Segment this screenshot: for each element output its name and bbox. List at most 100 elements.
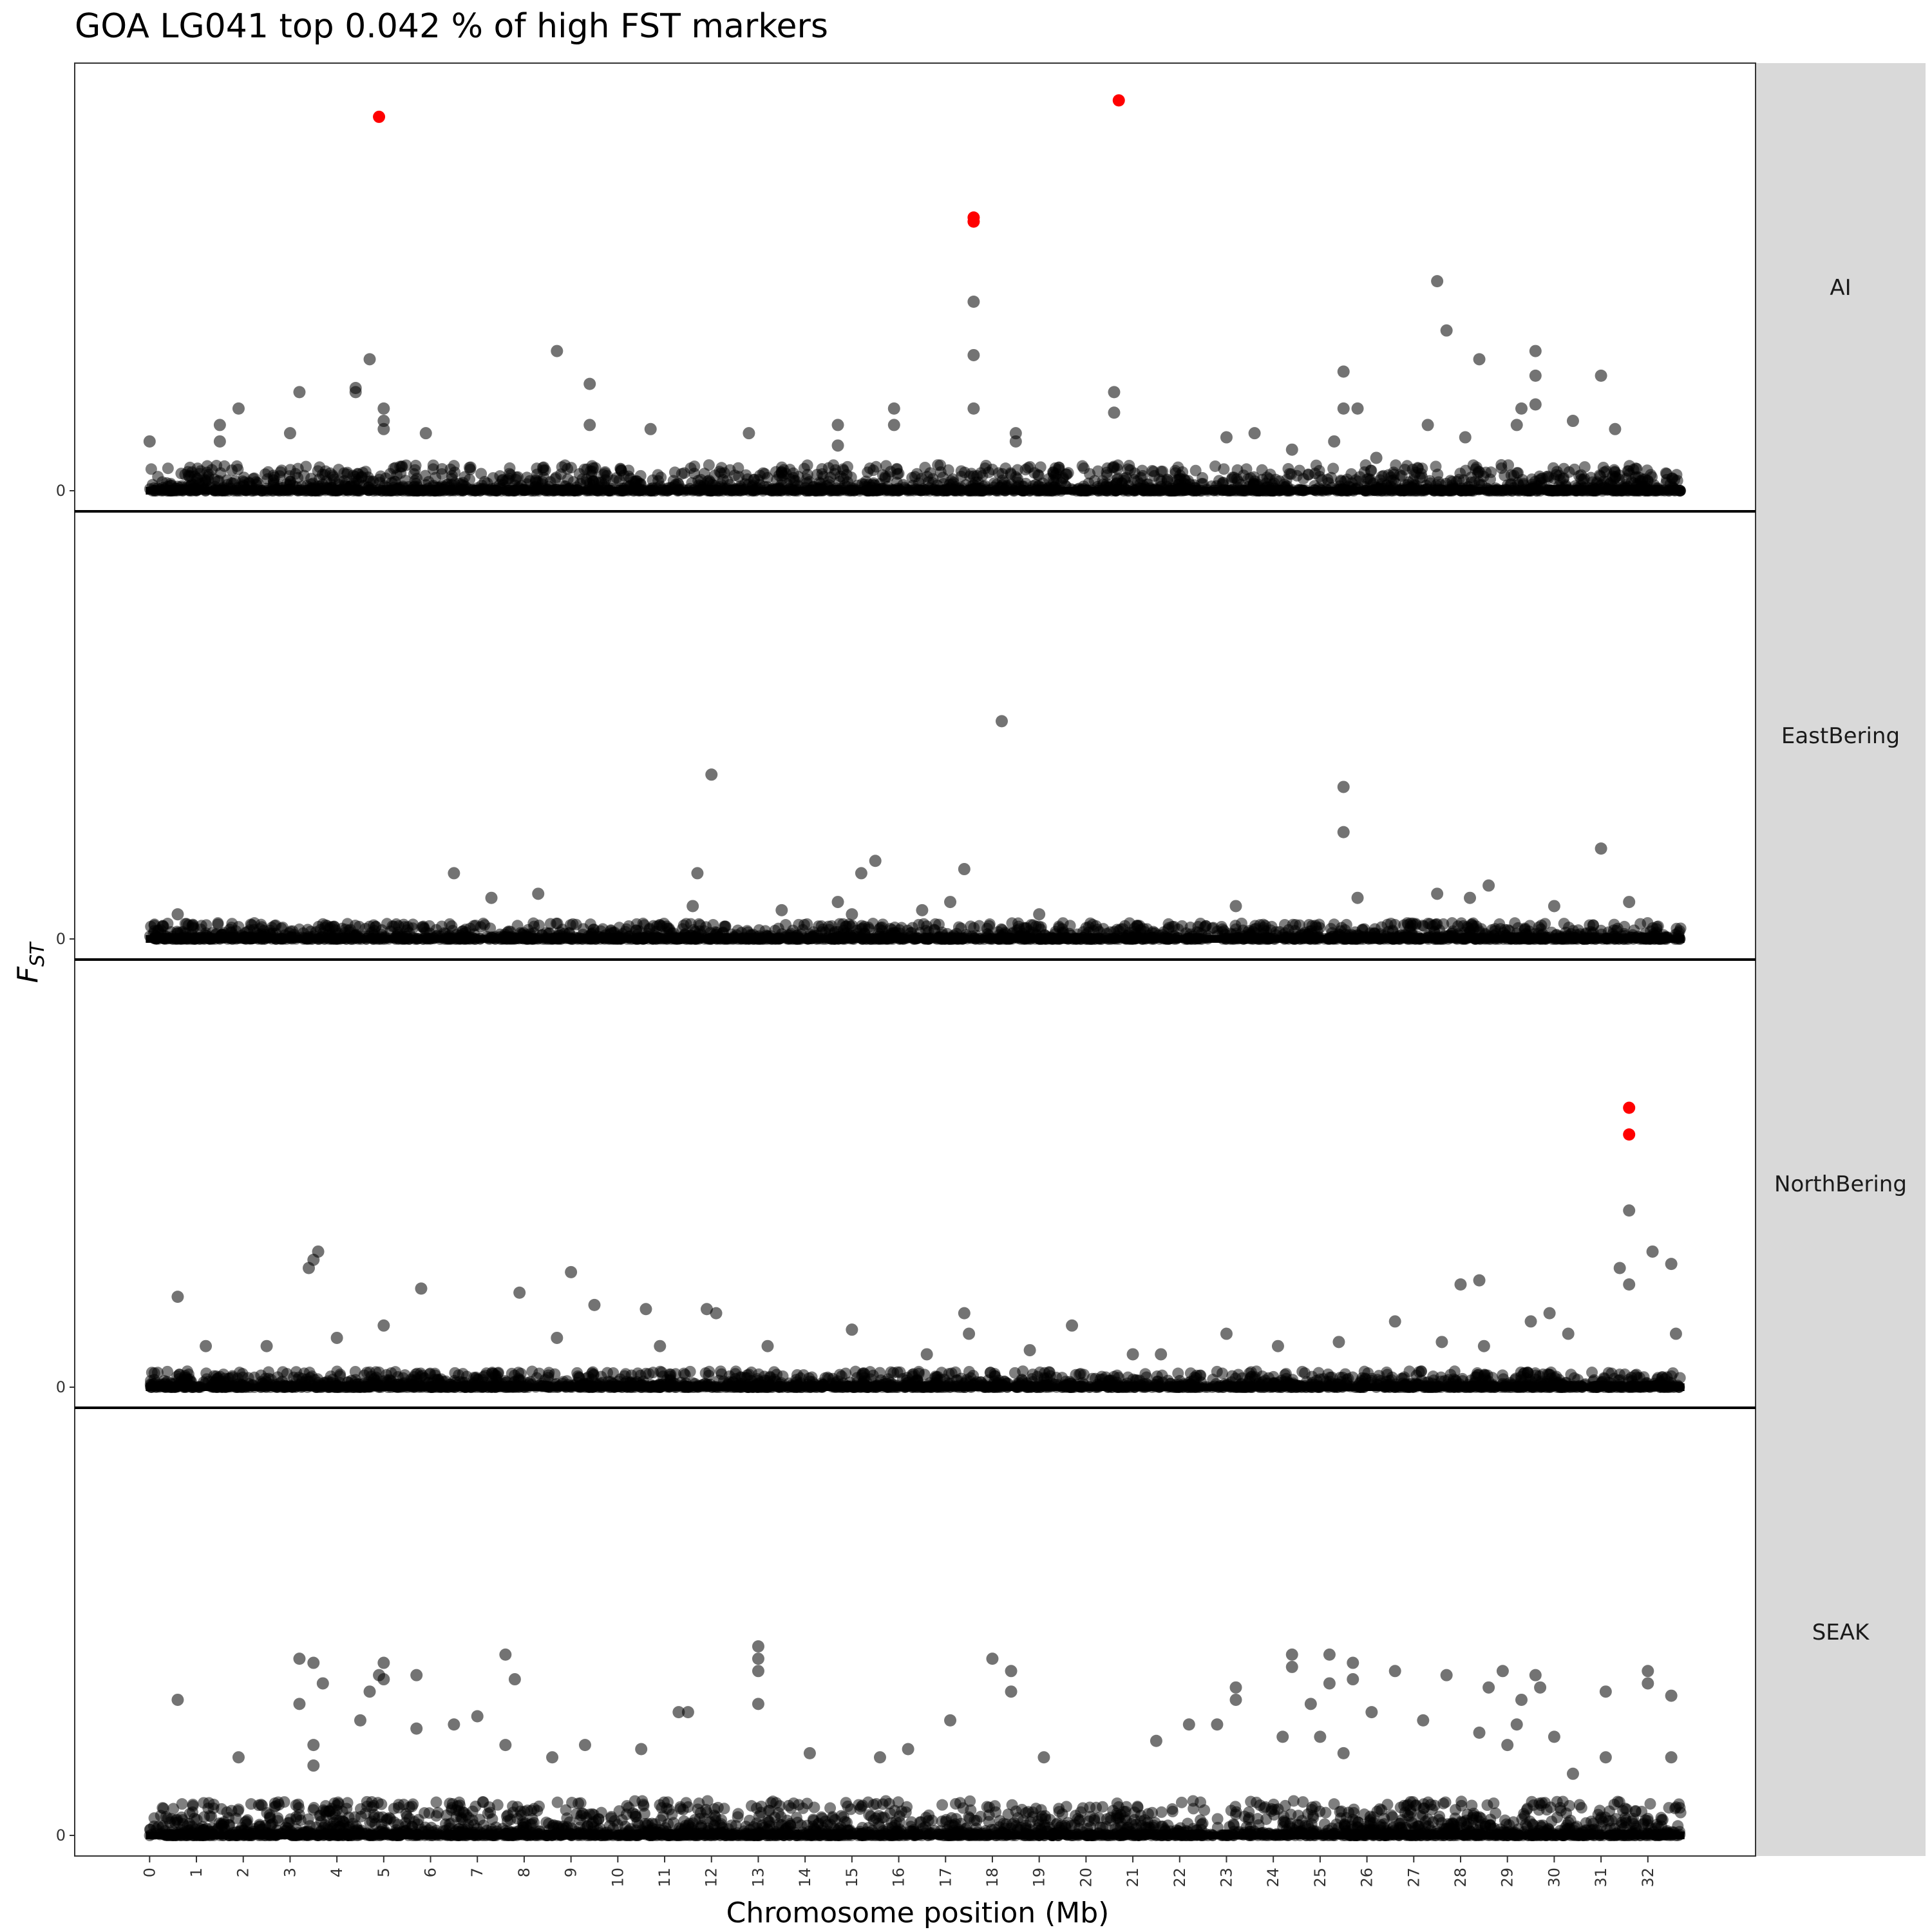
- scatter-point: [1642, 917, 1654, 929]
- facet-strip-label: AI: [1830, 275, 1851, 301]
- background-points: [144, 917, 1687, 945]
- scatter-point: [1459, 431, 1472, 444]
- scatter-point: [232, 402, 245, 415]
- scatter-point: [831, 439, 844, 452]
- y-tick-label: 0: [56, 930, 66, 948]
- scatter-point: [1285, 443, 1298, 456]
- scatter-point: [411, 473, 423, 485]
- scatter-point: [1430, 460, 1442, 473]
- scatter-point: [349, 386, 362, 399]
- scatter-point: [1155, 466, 1168, 478]
- scatter-point: [213, 419, 226, 431]
- scatter-point: [353, 920, 365, 933]
- scatter-point: [193, 468, 205, 480]
- scatter-point: [532, 887, 545, 900]
- scatter-point: [1328, 435, 1341, 448]
- scatter-point: [958, 863, 971, 876]
- scatter-point: [999, 462, 1012, 475]
- outlier-point: [373, 110, 386, 123]
- scatter-point: [292, 471, 304, 484]
- scatter-point: [1351, 891, 1364, 904]
- scatter-point: [837, 463, 849, 475]
- scatter-point: [283, 427, 296, 440]
- scatter-point: [817, 471, 829, 483]
- scatter-point: [270, 919, 282, 931]
- chart-title: GOA LG041 top 0.042 % of high FST marker…: [75, 7, 828, 46]
- scatter-point: [831, 896, 844, 909]
- scatter-point: [1470, 463, 1482, 475]
- scatter-point: [944, 896, 957, 909]
- panel-border: [74, 511, 1756, 960]
- background-points: [144, 459, 1687, 497]
- scatter-point: [979, 462, 991, 475]
- scatter-point: [1351, 402, 1364, 415]
- scatter-point: [1595, 369, 1607, 382]
- outlier-point: [1112, 94, 1125, 107]
- scatter-point: [647, 474, 659, 486]
- zero-baseline-cluster: [146, 487, 1685, 495]
- scatter-point: [1482, 879, 1495, 892]
- scatter-point: [1365, 464, 1378, 477]
- scatter-point: [1421, 419, 1434, 431]
- scatter-point: [1426, 920, 1439, 932]
- scatter-point: [1440, 324, 1453, 337]
- scatter-point: [550, 917, 562, 929]
- scatter-point: [293, 386, 306, 399]
- scatter-point: [1010, 471, 1022, 483]
- scatter-point: [1285, 468, 1297, 480]
- scatter-point: [1473, 925, 1485, 937]
- scatter-point: [921, 920, 933, 933]
- scatter-point: [1529, 369, 1542, 382]
- scatter-point: [643, 922, 656, 934]
- scatter-point: [410, 459, 422, 471]
- scatter-point: [846, 908, 858, 921]
- scatter-point: [583, 419, 596, 431]
- scatter-point: [1416, 462, 1428, 475]
- scatter-point: [248, 923, 260, 936]
- scatter-point: [1533, 470, 1546, 482]
- scatter-point: [485, 891, 498, 904]
- scatter-point: [1473, 353, 1486, 366]
- scatter-point: [1229, 900, 1242, 913]
- scatter-point: [855, 867, 867, 880]
- scatter-point: [1632, 471, 1644, 483]
- scatter-point: [715, 467, 727, 479]
- scatter-point: [145, 463, 157, 475]
- scatter-point: [1302, 468, 1314, 480]
- scatter-point: [200, 919, 213, 931]
- scatter-point: [1256, 473, 1269, 486]
- scatter-point: [1509, 917, 1521, 929]
- scatter-point: [1057, 471, 1069, 484]
- scatter-point: [869, 855, 882, 867]
- scatter-point: [598, 469, 610, 481]
- scatter-point: [870, 460, 882, 473]
- scatter-point: [933, 918, 945, 931]
- scatter-point: [880, 460, 892, 472]
- scatter-point: [1337, 365, 1350, 378]
- scatter-point: [1076, 460, 1088, 472]
- scatter-point: [1431, 887, 1444, 900]
- scatter-point: [584, 465, 596, 477]
- scatter-point: [417, 922, 430, 934]
- scatter-point: [1179, 475, 1191, 487]
- scatter-point: [143, 435, 156, 448]
- scatter-point: [1489, 923, 1501, 935]
- scatter-point: [162, 462, 174, 475]
- scatter-point: [213, 435, 226, 448]
- scatter-point: [952, 921, 965, 933]
- scatter-point: [882, 471, 895, 483]
- scatter-point: [1123, 459, 1135, 471]
- scatter-point: [1529, 398, 1542, 411]
- scatter-point: [687, 900, 699, 913]
- scatter-point: [1235, 917, 1247, 929]
- scatter-point: [1032, 920, 1045, 933]
- scatter-point: [698, 468, 710, 480]
- zero-baseline-cluster: [146, 935, 1685, 943]
- scatter-point: [377, 402, 390, 415]
- scatter-point: [377, 422, 390, 435]
- scatter-point: [1269, 473, 1282, 486]
- scatter-point: [1431, 275, 1444, 288]
